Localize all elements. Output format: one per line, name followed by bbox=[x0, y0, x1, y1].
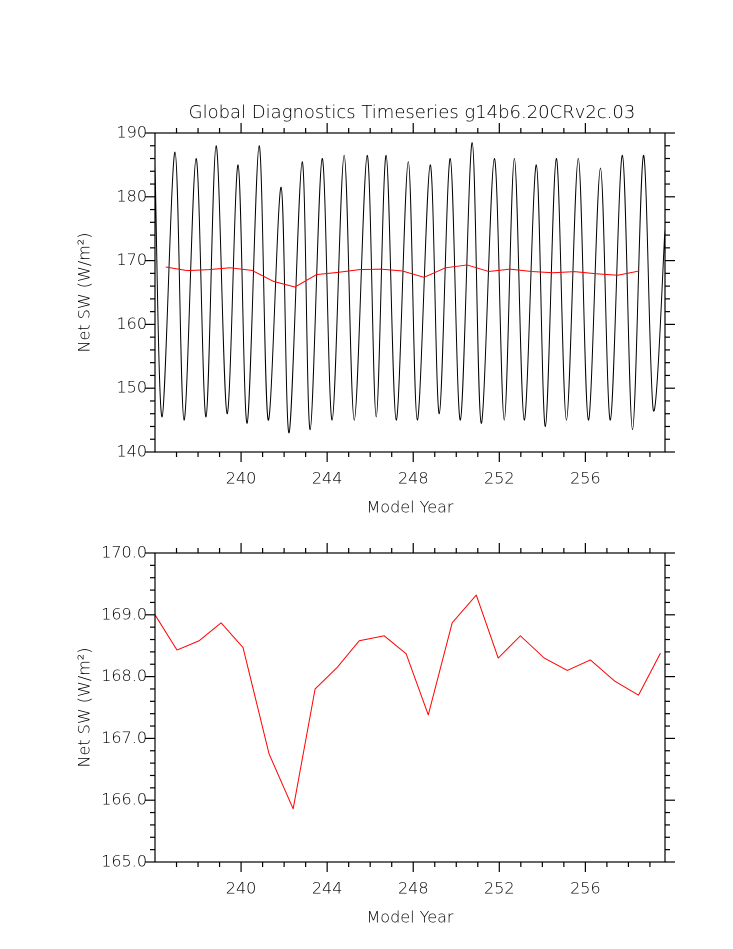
x-tick-label: 248 bbox=[398, 469, 429, 488]
y-tick-label: 168.0 bbox=[101, 666, 147, 685]
y-tick-label: 165.0 bbox=[101, 852, 147, 871]
y-tick-label: 170.0 bbox=[101, 543, 147, 562]
y-tick-label: 190 bbox=[116, 123, 147, 142]
x-tick-label: 248 bbox=[398, 879, 429, 898]
y-axis-title: Net SW (W/m²) bbox=[75, 648, 94, 768]
x-tick-label: 256 bbox=[570, 879, 601, 898]
chart-title: Global Diagnostics Timeseries g14b6.20CR… bbox=[189, 102, 636, 123]
y-tick-label: 169.0 bbox=[101, 604, 147, 623]
x-tick-label: 256 bbox=[570, 469, 601, 488]
x-tick-label: 252 bbox=[484, 879, 515, 898]
data-line bbox=[165, 264, 640, 288]
x-tick-label: 252 bbox=[484, 469, 515, 488]
x-tick-label: 244 bbox=[312, 469, 343, 488]
y-tick-label: 170 bbox=[116, 250, 147, 269]
plot-frame bbox=[154, 552, 666, 863]
x-axis-title: Model Year bbox=[367, 908, 454, 927]
y-tick-label: 166.0 bbox=[101, 790, 147, 809]
plot-frame bbox=[154, 132, 666, 453]
y-tick-label: 180 bbox=[116, 186, 147, 205]
y-tick-label: 140 bbox=[116, 442, 147, 461]
data-line bbox=[154, 142, 666, 434]
x-tick-label: 240 bbox=[226, 879, 257, 898]
y-tick-label: 160 bbox=[116, 314, 147, 333]
x-tick-label: 244 bbox=[312, 879, 343, 898]
data-line bbox=[154, 594, 661, 810]
y-tick-label: 150 bbox=[116, 378, 147, 397]
y-axis-title: Net SW (W/m²) bbox=[75, 233, 94, 353]
y-tick-label: 167.0 bbox=[101, 728, 147, 747]
x-axis-title: Model Year bbox=[367, 498, 454, 517]
x-tick-label: 240 bbox=[226, 469, 257, 488]
